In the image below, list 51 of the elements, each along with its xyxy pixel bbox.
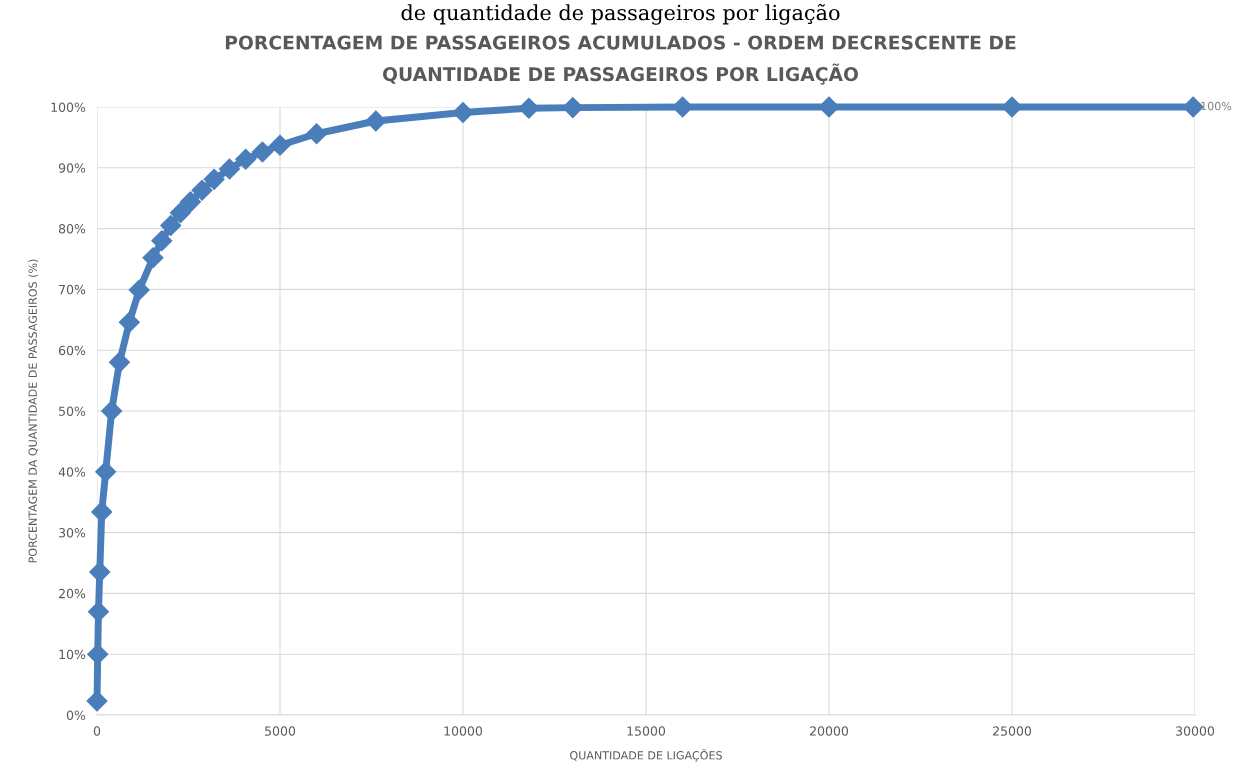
point [101, 400, 123, 422]
x-tick-label: 0 [93, 726, 101, 736]
y-tick-label: 20% [59, 588, 86, 599]
point [518, 97, 540, 119]
point [169, 202, 191, 224]
x-tick-label: 15000 [627, 726, 666, 736]
y-tick-label: 0% [66, 710, 86, 720]
point [562, 97, 584, 119]
x-tick-label: 20000 [810, 726, 849, 736]
y-tick-label: 100% [51, 102, 86, 112]
y-tick-label: 50% [59, 406, 86, 416]
point [118, 311, 140, 333]
point [142, 247, 164, 269]
point [128, 279, 150, 301]
point [179, 191, 201, 213]
point [160, 215, 182, 237]
point [235, 148, 257, 170]
y-tick-label: 70% [59, 284, 86, 295]
point [251, 141, 273, 163]
point [672, 96, 694, 118]
point [269, 134, 291, 156]
x-tick-label: 25000 [993, 726, 1032, 736]
y-tick-label: 60% [58, 345, 86, 356]
point [108, 351, 130, 373]
chart-title: PORCENTAGEM DE PASSAGEIROS ACUMULADOS - ORDEM DECRESCENTE DE QUANTIDADE DE PASSAGEIROS POR LIGAÇÃO [225, 35, 1016, 85]
point [818, 96, 840, 118]
point [86, 690, 108, 712]
x-axis-title: QUANTIDADE DE LIGAÇÕES [570, 749, 722, 762]
point [89, 561, 111, 583]
point [95, 461, 117, 483]
point [1001, 96, 1023, 118]
x-tick-label: 10000 [444, 726, 483, 736]
point [452, 101, 474, 123]
point [87, 601, 109, 623]
y-tick-label: 10% [59, 649, 86, 660]
point [191, 179, 213, 201]
x-tick-label: 30000 [1176, 726, 1215, 736]
point [203, 168, 225, 190]
point [91, 501, 113, 523]
point [306, 123, 328, 145]
y-axis-title: PORCENTAGEM DA QUANTIDADE DE PASSAGEIROS (%) [28, 259, 39, 563]
x-tick-label: 5000 [265, 726, 296, 736]
y-tick-label: 30% [59, 528, 86, 538]
point [151, 230, 173, 252]
point [365, 110, 387, 132]
y-tick-label: 80% [58, 224, 86, 234]
y-tick-label: 40% [58, 467, 86, 477]
point [218, 158, 241, 180]
y-tick-label: 90% [58, 163, 86, 173]
point [87, 643, 109, 665]
text: de quantidade de passageiros por ligação [401, 3, 840, 25]
